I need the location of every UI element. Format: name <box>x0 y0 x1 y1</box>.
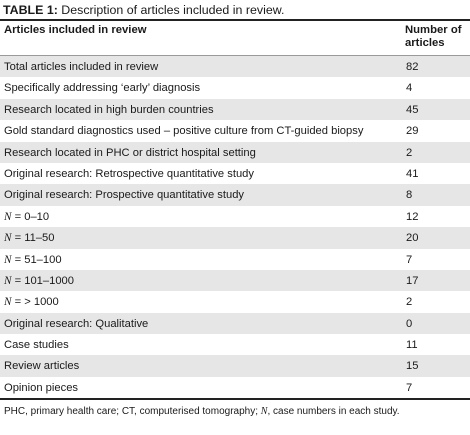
row-label-range: = 0–10 <box>11 210 50 223</box>
table-header: Articles included in review Number of ar… <box>0 21 470 55</box>
row-label: Research located in high burden countrie… <box>4 103 214 116</box>
table-row: N = 11–50 20 <box>0 227 470 249</box>
table-row: Specifically addressing ‘early’ diagnosi… <box>0 77 470 98</box>
n-symbol: N <box>4 274 12 287</box>
row-label: Total articles included in review <box>4 61 159 73</box>
n-symbol: N <box>4 296 12 309</box>
row-label: N = 101–1000 <box>4 274 74 288</box>
row-value: 0 <box>406 317 413 330</box>
row-value: 45 <box>406 103 419 116</box>
row-label-range: = 101–1000 <box>11 274 74 287</box>
table-caption: TABLE 1: Description of articles include… <box>3 2 284 18</box>
table-body: Total articles included in review 82 Spe… <box>0 56 470 398</box>
row-value: 2 <box>406 146 413 159</box>
caption-prefix: TABLE 1: <box>3 3 58 17</box>
table-row: Research located in high burden countrie… <box>0 98 470 121</box>
row-label: N = 11–50 <box>4 231 55 245</box>
row-label: Specifically addressing ‘early’ diagnosi… <box>4 82 201 95</box>
row-label: Original research: Prospective quantitat… <box>4 189 245 202</box>
row-label-range: = > 1000 <box>11 296 59 309</box>
row-label: Review articles <box>4 360 80 373</box>
row-value: 12 <box>406 210 419 223</box>
row-label-range: = 11–50 <box>11 232 55 245</box>
row-label: Opinion pieces <box>4 381 79 394</box>
table-row: Research located in PHC or district hosp… <box>0 141 470 163</box>
header-label: Articles included in review <box>4 24 147 36</box>
row-label: N = 0–10 <box>4 210 49 224</box>
row-value: 82 <box>406 61 419 73</box>
row-label: Gold standard diagnostics used – positiv… <box>4 125 364 138</box>
n-symbol: N <box>4 232 12 245</box>
table-row: Original research: Qualitative 0 <box>0 312 470 335</box>
row-value: 41 <box>406 167 419 180</box>
bottom-rule <box>0 398 470 400</box>
row-value: 4 <box>406 82 413 95</box>
table-row: Case studies 11 <box>0 334 470 355</box>
table-row: Original research: Prospective quantitat… <box>0 184 470 206</box>
table-row: N = 51–100 7 <box>0 249 470 270</box>
row-value: 11 <box>406 339 418 352</box>
row-label: Original research: Retrospective quantit… <box>4 167 254 180</box>
row-label: Research located in PHC or district hosp… <box>4 146 256 159</box>
table-row: N = > 1000 2 <box>0 291 470 312</box>
row-label-range: = 51–100 <box>11 253 62 266</box>
table-row: N = 0–10 12 <box>0 206 470 227</box>
table-row: Gold standard diagnostics used – positiv… <box>0 120 470 141</box>
table-row: Review articles 15 <box>0 355 470 377</box>
table-row: Total articles included in review 82 <box>0 56 470 78</box>
row-value: 20 <box>406 232 419 245</box>
row-value: 7 <box>406 253 413 266</box>
top-rule <box>0 19 470 21</box>
row-label: N = > 1000 <box>4 295 59 309</box>
row-value: 7 <box>406 381 413 394</box>
row-value: 2 <box>406 296 413 309</box>
row-value: 15 <box>406 360 419 373</box>
footnote-part2: , case numbers in each study. <box>267 406 400 417</box>
header-value: Number of articles <box>405 24 462 49</box>
n-symbol: N <box>4 210 12 223</box>
row-label: Case studies <box>4 339 69 352</box>
n-symbol: N <box>4 253 12 266</box>
table-row: N = 101–1000 17 <box>0 269 470 292</box>
footnote-part1: PHC, primary health care; CT, computeris… <box>4 406 261 417</box>
header-rule <box>0 55 470 56</box>
row-value: 8 <box>406 189 413 202</box>
table-row: Opinion pieces 7 <box>0 377 470 398</box>
row-value: 17 <box>406 274 419 287</box>
row-value: 29 <box>406 125 419 138</box>
caption-text: Description of articles included in revi… <box>57 3 285 17</box>
row-label: N = 51–100 <box>4 253 62 267</box>
table-row: Original research: Retrospective quantit… <box>0 163 470 184</box>
table-footnote: PHC, primary health care; CT, computeris… <box>4 405 400 418</box>
row-label: Original research: Qualitative <box>4 317 149 330</box>
footnote-n-symbol: N <box>260 406 268 417</box>
